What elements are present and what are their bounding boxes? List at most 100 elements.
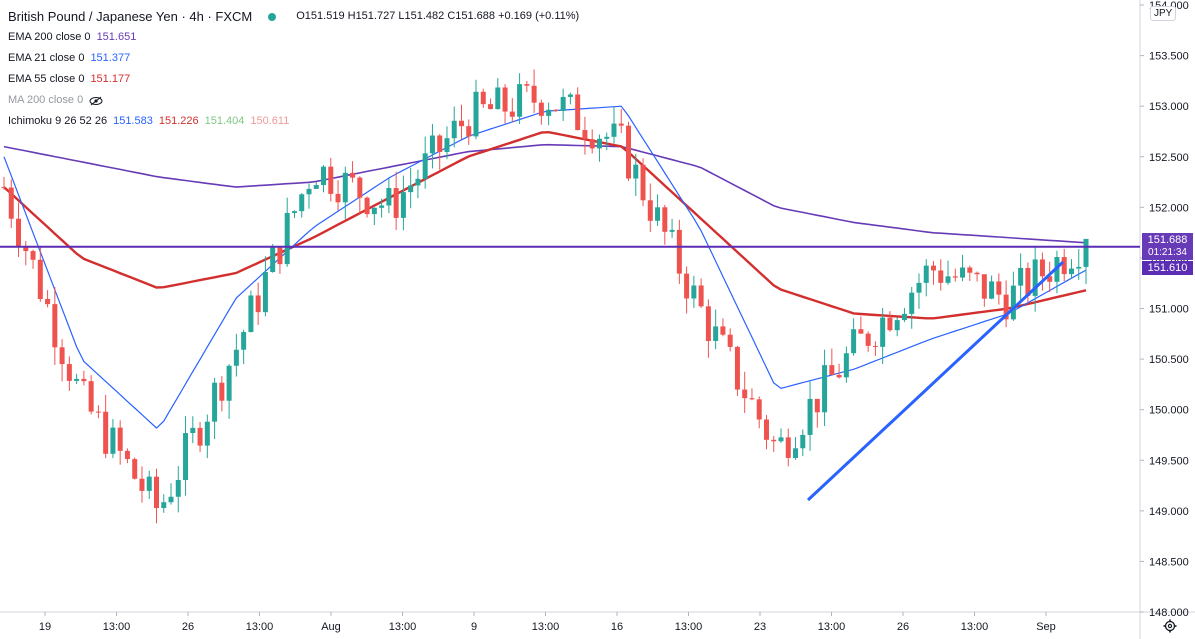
candle-body xyxy=(146,476,152,491)
candle-body xyxy=(277,247,283,265)
candle-body xyxy=(321,166,327,186)
candle-body xyxy=(771,439,777,442)
price-tick-label: 151.000 xyxy=(1149,304,1189,316)
indicator-value: 151.377 xyxy=(90,52,131,64)
candle-body xyxy=(1076,266,1082,269)
indicator-name: MA 200 close 0 xyxy=(8,94,84,106)
candle-body xyxy=(952,276,958,278)
candle-body xyxy=(400,192,406,218)
last-price-tag: 151.688 xyxy=(1142,233,1193,247)
price-tick-label: 152.000 xyxy=(1149,202,1189,214)
indicator-ema21[interactable]: EMA 21 close 0 151.377 xyxy=(8,48,579,69)
candle-body xyxy=(299,194,305,212)
candle-body xyxy=(219,382,225,401)
candle-body xyxy=(139,478,145,491)
candle-body xyxy=(880,317,886,347)
candle-body xyxy=(473,91,479,137)
ichimoku-span-a-value: 151.404 xyxy=(204,115,245,127)
candle-body xyxy=(916,282,922,293)
price-tick-label: 153.000 xyxy=(1149,101,1189,113)
indicator-ichimoku[interactable]: Ichimoku 9 26 52 26 151.583 151.226 151.… xyxy=(8,111,579,132)
candle-body xyxy=(858,329,864,334)
candle-body xyxy=(415,178,421,186)
time-tick-label: 26 xyxy=(182,621,194,633)
candle-body xyxy=(37,259,43,299)
candle-body xyxy=(589,139,595,149)
candle-body xyxy=(901,313,907,321)
candle-body xyxy=(197,427,203,446)
candle-body xyxy=(284,212,290,265)
candle-body xyxy=(8,187,14,219)
time-tick-label: 23 xyxy=(754,621,766,633)
candle-body xyxy=(342,172,348,203)
indicator-ema55[interactable]: EMA 55 close 0 151.177 xyxy=(8,69,579,90)
candle-body xyxy=(1010,285,1016,320)
candle-body xyxy=(909,292,915,314)
candle-body xyxy=(640,164,646,201)
candle-body xyxy=(582,130,588,140)
candle-body xyxy=(727,334,733,347)
time-tick-label: 13:00 xyxy=(103,621,131,633)
candle-body xyxy=(1061,257,1067,275)
candle-body xyxy=(531,85,537,103)
candle-body xyxy=(734,346,740,390)
time-tick-label: 16 xyxy=(611,621,623,633)
candle-body xyxy=(386,188,392,206)
candle-body xyxy=(233,349,239,366)
candle-body xyxy=(684,273,690,299)
candle-body xyxy=(350,172,356,178)
candle-body xyxy=(262,272,268,313)
candle-body xyxy=(458,120,464,127)
time-tick-label: 13:00 xyxy=(818,621,846,633)
candle-body xyxy=(488,104,494,110)
candle-body xyxy=(553,109,559,111)
indicator-ema200[interactable]: EMA 200 close 0 151.651 xyxy=(8,27,579,48)
candle-body xyxy=(887,317,893,331)
candle-body xyxy=(996,281,1002,295)
candle-body xyxy=(248,295,254,333)
candle-body xyxy=(814,398,820,413)
candle-body xyxy=(1025,267,1031,296)
candle-body xyxy=(371,207,377,215)
candle-body xyxy=(466,126,472,137)
price-tick-label: 149.000 xyxy=(1149,506,1189,518)
candle-body xyxy=(742,389,748,399)
candle-body xyxy=(618,123,624,126)
candle-body xyxy=(117,427,123,451)
candle-body xyxy=(872,345,878,347)
candle-body xyxy=(16,218,22,247)
candle-body xyxy=(451,120,457,139)
indicator-value: 151.651 xyxy=(96,31,137,43)
candle-body xyxy=(655,207,661,221)
candle-body xyxy=(175,480,181,497)
ichimoku-base-value: 151.226 xyxy=(158,115,199,127)
candle-body xyxy=(103,411,109,454)
time-tick-label: 13:00 xyxy=(961,621,989,633)
candle-body xyxy=(379,205,385,208)
price-tick-label: 148.500 xyxy=(1149,556,1189,568)
currency-button[interactable]: JPY xyxy=(1150,6,1177,21)
candle-body xyxy=(212,382,218,422)
candle-body xyxy=(633,164,639,179)
legend: British Pound / Japanese Yen · 4h · FXCM… xyxy=(8,6,579,132)
indicator-name: EMA 200 close 0 xyxy=(8,31,91,43)
candle-body xyxy=(88,381,94,412)
candle-body xyxy=(676,229,682,274)
candle-body xyxy=(408,185,414,193)
candle-body xyxy=(23,246,29,252)
candle-body xyxy=(313,185,319,189)
candle-body xyxy=(989,281,995,299)
indicator-ma200[interactable]: MA 200 close 0 xyxy=(8,90,579,111)
gear-icon[interactable] xyxy=(1163,619,1177,633)
candle-body xyxy=(52,304,58,348)
symbol-title[interactable]: British Pound / Japanese Yen · 4h · FXCM xyxy=(8,9,253,24)
candle-body xyxy=(517,84,523,117)
candle-body xyxy=(124,450,130,460)
candle-body xyxy=(865,333,871,346)
candle-body xyxy=(960,267,966,278)
candle-body xyxy=(95,411,101,413)
candle-body xyxy=(669,229,675,232)
candle-body xyxy=(291,211,297,213)
eye-hidden-icon[interactable] xyxy=(89,96,103,106)
